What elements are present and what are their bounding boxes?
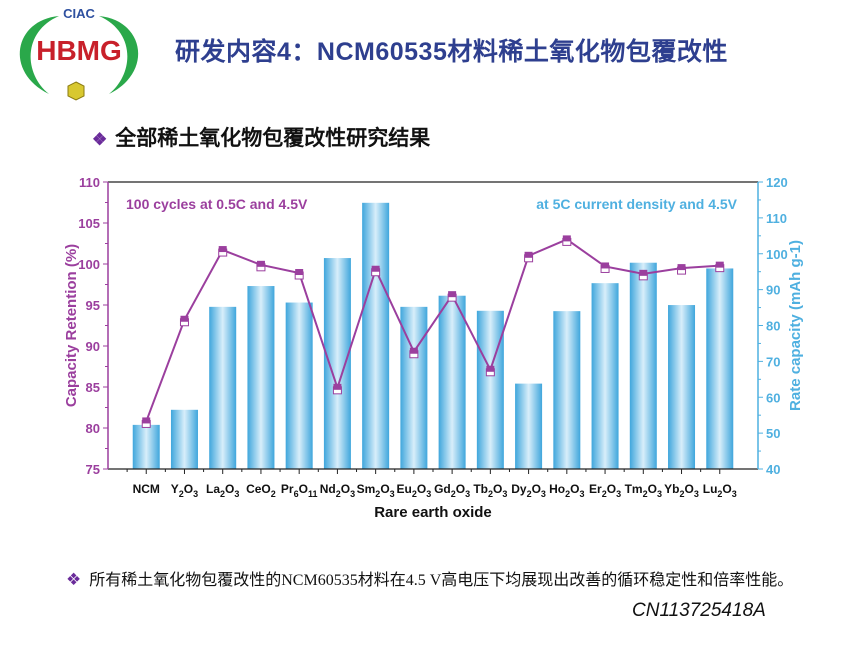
x-tick-label: Ho2O3: [549, 482, 584, 499]
x-tick-label: Y2O3: [171, 482, 198, 499]
x-tick-label: CeO2: [246, 482, 276, 499]
bar-dy2o3: [515, 383, 543, 469]
x-tick-label: Lu2O3: [703, 482, 737, 499]
retention-marker: [562, 235, 571, 242]
x-tick-label: Pr6O11: [281, 482, 318, 499]
bar-ncm: [132, 424, 160, 469]
bar-ceo2: [247, 286, 275, 469]
right-tick-label: 40: [766, 462, 780, 477]
bar-lu2o3: [706, 268, 734, 469]
bar-la2o3: [209, 306, 237, 469]
retention-marker: [218, 246, 227, 253]
left-axis-title: Capacity Retention (%): [63, 244, 80, 407]
hbmg-logo: CIAC HBMG: [19, 6, 139, 101]
bar-pr6o11: [285, 302, 313, 469]
x-tick-label: Er2O3: [589, 482, 621, 499]
x-tick-label: Tm2O3: [625, 482, 662, 499]
patent-number: CN113725418A: [632, 600, 766, 621]
logo-top-text: CIAC: [63, 6, 95, 21]
right-tick-label: 100: [766, 247, 788, 262]
bar-yb2o3: [668, 305, 696, 469]
left-tick-label: 80: [86, 421, 100, 436]
retention-marker: [295, 269, 304, 276]
logo-main-text: HBMG: [36, 35, 122, 66]
bar-er2o3: [591, 283, 619, 469]
right-tick-label: 60: [766, 390, 780, 405]
left-tick-label: 110: [79, 175, 100, 190]
retention-marker: [524, 251, 533, 258]
x-tick-label: NCM: [133, 482, 160, 496]
x-tick-label: Gd2O3: [434, 482, 470, 499]
x-tick-label: Eu2O3: [397, 482, 432, 499]
diamond-bullet-icon: ❖: [92, 130, 108, 149]
diamond-bullet-icon: ❖: [66, 570, 82, 590]
x-tick-label: Dy2O3: [511, 482, 546, 499]
right-axis-title: Rate capacity (mAh g-1): [787, 240, 804, 411]
section-heading-text: 全部稀土氧化物包覆改性研究结果: [115, 127, 431, 150]
x-tick-label: Yb2O3: [664, 482, 699, 499]
retention-marker: [448, 291, 457, 298]
retention-marker: [409, 347, 418, 354]
left-series-annotation: 100 cycles at 0.5C and 4.5V: [126, 196, 308, 212]
retention-line: [145, 238, 720, 422]
bar-tm2o3: [629, 262, 657, 469]
right-tick-label: 50: [766, 426, 780, 441]
left-tick-label: 95: [86, 298, 100, 313]
right-tick-label: 90: [766, 283, 780, 298]
section-heading: ❖ 全部稀土氧化物包覆改性研究结果: [92, 122, 430, 152]
right-tick-label: 120: [766, 175, 788, 190]
bar-y2o3: [170, 409, 198, 469]
retention-marker: [715, 261, 724, 268]
x-axis-title: Rare earth oxide: [374, 504, 492, 521]
right-tick-label: 70: [766, 354, 780, 369]
retention-marker: [601, 262, 610, 269]
right-series-annotation: at 5C current density and 4.5V: [536, 196, 737, 212]
right-tick-label: 110: [766, 211, 787, 226]
retention-marker: [142, 417, 151, 424]
retention-marker: [333, 383, 342, 390]
page-title: 研发内容4：NCM60535材料稀土氧化物包覆改性: [175, 38, 728, 66]
retention-marker: [677, 264, 686, 271]
retention-marker: [256, 260, 265, 267]
conclusion: ❖ 所有稀土氧化物包覆改性的NCM60535材料在4.5 V高电压下均展现出改善的…: [66, 566, 793, 590]
x-tick-label: Sm2O3: [357, 482, 395, 499]
conclusion-text: 所有稀土氧化物包覆改性的NCM60535材料在4.5 V高电压下均展现出改善的循…: [89, 572, 794, 589]
left-tick-label: 100: [78, 257, 100, 272]
x-tick-label: Tb2O3: [473, 482, 507, 499]
bar-nd2o3: [323, 258, 351, 469]
left-tick-label: 90: [86, 339, 100, 354]
right-tick-label: 80: [766, 319, 780, 334]
crystal-icon: [67, 81, 85, 101]
retention-marker: [639, 269, 648, 276]
left-tick-label: 75: [86, 462, 100, 477]
x-tick-label: Nd2O3: [320, 482, 355, 499]
bar-sm2o3: [362, 202, 390, 469]
bar-tb2o3: [476, 310, 504, 469]
retention-marker: [371, 265, 380, 272]
left-tick-label: 105: [78, 216, 100, 231]
bar-ho2o3: [553, 311, 581, 469]
bar-gd2o3: [438, 295, 466, 469]
retention-marker: [180, 315, 189, 322]
x-tick-label: La2O3: [206, 482, 239, 499]
left-tick-label: 85: [86, 380, 100, 395]
retention-marker: [486, 365, 495, 372]
